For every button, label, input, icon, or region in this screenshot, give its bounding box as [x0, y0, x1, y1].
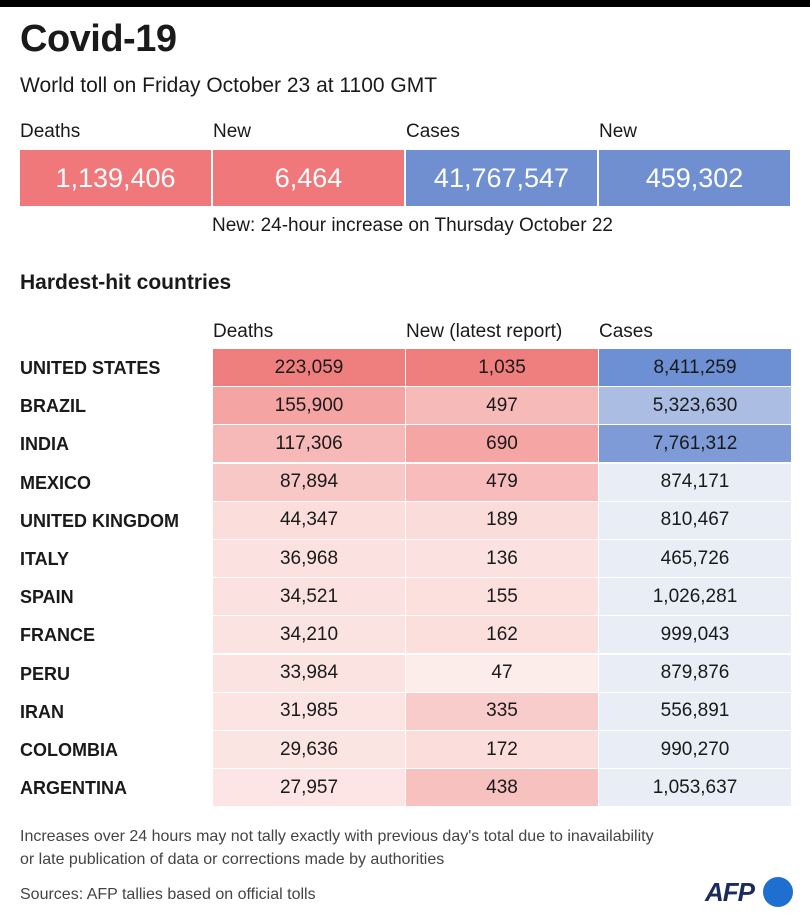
afp-logo-text: AFP [705, 877, 755, 907]
cell-new-france: 162 [406, 616, 598, 654]
column-header-cases: Cases [599, 321, 653, 342]
tile-label-deaths: Deaths [20, 121, 81, 142]
tile-cases-value: 41,767,547 [406, 150, 597, 206]
cell-cases-colombia: 990,270 [599, 731, 791, 768]
cell-cases-india: 7,761,312 [599, 425, 791, 463]
afp-logo-dot [763, 877, 793, 907]
cell-deaths-spain: 34,521 [213, 578, 405, 616]
row-label-argentina: ARGENTINA [20, 778, 127, 799]
page-title: Covid-19 [20, 18, 177, 60]
cell-cases-iran: 556,891 [599, 692, 791, 730]
cell-cases-mexico: 874,171 [599, 463, 791, 501]
cell-deaths-france: 34,210 [213, 616, 405, 654]
cell-new-italy: 136 [406, 540, 598, 577]
cell-cases-united-states: 8,411,259 [599, 349, 791, 386]
row-label-india: INDIA [20, 434, 69, 455]
footer-caveat-line2: or late publication of data or correctio… [20, 851, 445, 868]
cell-deaths-italy: 36,968 [213, 540, 405, 577]
cell-deaths-colombia: 29,636 [213, 731, 405, 768]
tile-label-new-cases: New [599, 121, 638, 142]
row-label-france: FRANCE [20, 625, 95, 646]
column-header-deaths: Deaths [213, 321, 274, 342]
cell-new-united-kingdom: 189 [406, 501, 598, 539]
section-title: Hardest-hit countries [20, 271, 232, 294]
footer-sources: Sources: AFP tallies based on official t… [20, 886, 316, 903]
cell-cases-peru: 879,876 [599, 654, 791, 692]
cell-new-brazil: 497 [406, 387, 598, 425]
tile-new-cases-value: 459,302 [599, 150, 790, 206]
cell-new-argentina: 438 [406, 769, 598, 807]
cell-cases-argentina: 1,053,637 [599, 769, 791, 807]
cell-deaths-united-kingdom: 44,347 [213, 501, 405, 539]
row-label-united-kingdom: UNITED KINGDOM [20, 510, 179, 531]
cell-deaths-united-states: 223,059 [213, 349, 405, 386]
cell-new-colombia: 172 [406, 731, 598, 768]
cell-deaths-mexico: 87,894 [213, 463, 405, 501]
cell-cases-spain: 1,026,281 [599, 578, 791, 616]
top-bar [0, 0, 810, 7]
tile-label-cases: Cases [406, 121, 460, 142]
row-label-colombia: COLOMBIA [20, 740, 118, 760]
cell-deaths-iran: 31,985 [213, 692, 405, 730]
row-label-italy: ITALY [20, 549, 70, 569]
cell-deaths-brazil: 155,900 [213, 387, 405, 425]
row-label-mexico: MEXICO [20, 472, 92, 493]
cell-new-mexico: 479 [406, 463, 598, 501]
cell-new-india: 690 [406, 425, 598, 463]
cell-deaths-peru: 33,984 [213, 654, 405, 692]
cell-new-spain: 155 [406, 578, 598, 616]
row-label-peru: PERU [20, 663, 71, 684]
cell-new-united-states: 1,035 [406, 349, 598, 386]
cell-new-peru: 47 [406, 654, 598, 692]
cell-cases-brazil: 5,323,630 [599, 387, 791, 425]
footer-caveat-line1: Increases over 24 hours may not tally ex… [20, 828, 654, 845]
row-label-united-states: UNITED STATES [20, 358, 161, 378]
row-label-brazil: BRAZIL [20, 396, 86, 417]
row-label-iran: IRAN [20, 701, 64, 722]
tile-deaths-value: 1,139,406 [20, 150, 211, 206]
summary-note: New: 24-hour increase on Thursday Octobe… [212, 215, 613, 236]
cell-deaths-india: 117,306 [213, 425, 405, 463]
page-subtitle: World toll on Friday October 23 at 1100 … [20, 74, 438, 97]
cell-cases-italy: 465,726 [599, 540, 791, 577]
tile-label-new-deaths: New [213, 121, 252, 142]
tile-new-deaths-value: 6,464 [213, 150, 404, 206]
cell-cases-united-kingdom: 810,467 [599, 501, 791, 539]
column-header-new: New (latest report) [406, 321, 563, 342]
cell-new-iran: 335 [406, 692, 598, 730]
cell-cases-france: 999,043 [599, 616, 791, 654]
row-label-spain: SPAIN [20, 587, 74, 608]
cell-deaths-argentina: 27,957 [213, 769, 405, 807]
afp-logo: AFP [705, 875, 793, 909]
